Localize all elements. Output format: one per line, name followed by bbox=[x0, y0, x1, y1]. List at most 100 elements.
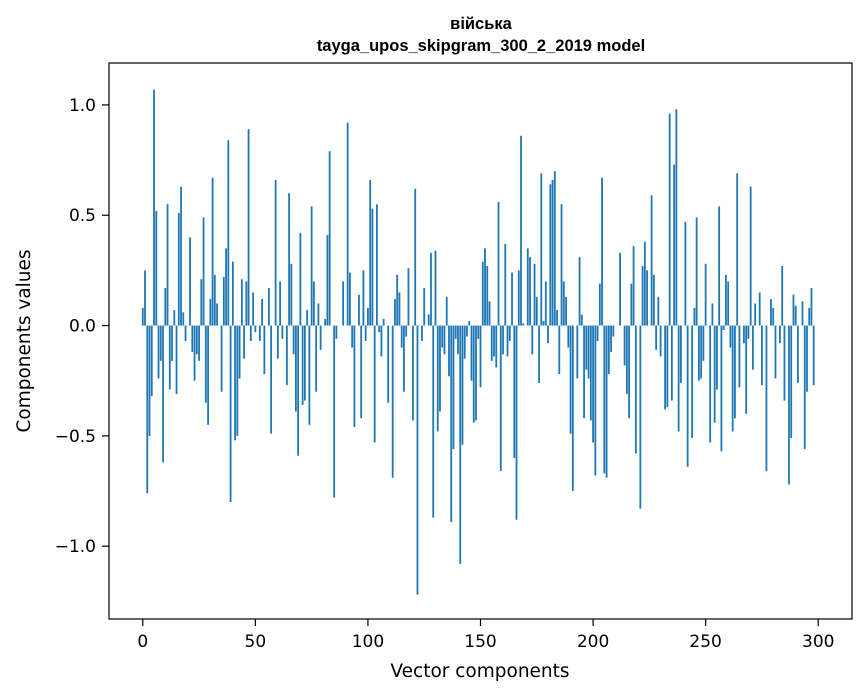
bar-101 bbox=[369, 179, 372, 326]
bar-257 bbox=[720, 325, 723, 452]
bar-285 bbox=[783, 325, 786, 401]
bar-294 bbox=[803, 325, 806, 450]
bar-134 bbox=[443, 325, 446, 355]
bar-272 bbox=[754, 303, 757, 326]
bar-21 bbox=[189, 237, 191, 326]
bar-218 bbox=[632, 246, 635, 326]
bar-196 bbox=[583, 325, 585, 419]
bar-121 bbox=[414, 188, 417, 326]
bar-197 bbox=[585, 325, 588, 370]
bar-184 bbox=[556, 310, 558, 326]
bar-113 bbox=[396, 274, 399, 326]
bar-82 bbox=[326, 235, 329, 326]
bar-142 bbox=[461, 325, 464, 445]
bar-1 bbox=[144, 270, 146, 326]
bar-31 bbox=[211, 177, 214, 326]
bar-176 bbox=[538, 325, 540, 383]
bar-204 bbox=[601, 177, 603, 326]
bar-198 bbox=[587, 325, 590, 379]
bar-70 bbox=[299, 232, 302, 326]
bar-57 bbox=[270, 325, 273, 434]
bar-41 bbox=[234, 325, 236, 441]
bar-138 bbox=[452, 325, 455, 450]
bar-298 bbox=[812, 325, 815, 386]
bar-85 bbox=[333, 325, 336, 498]
bar-223 bbox=[643, 241, 646, 326]
bar-77 bbox=[315, 325, 318, 392]
bar-245 bbox=[693, 307, 696, 326]
bar-269 bbox=[747, 325, 750, 339]
bar-71 bbox=[301, 325, 304, 405]
bar-187 bbox=[562, 281, 565, 326]
bar-42 bbox=[236, 325, 239, 436]
bar-297 bbox=[810, 288, 813, 326]
y-tick-label: 1.0 bbox=[69, 96, 96, 116]
bar-73 bbox=[306, 310, 309, 326]
bar-23 bbox=[193, 325, 196, 381]
bar-280 bbox=[772, 307, 775, 326]
bar-79 bbox=[319, 325, 322, 350]
bar-12 bbox=[168, 325, 171, 390]
bar-284 bbox=[781, 265, 784, 326]
bar-246 bbox=[695, 217, 698, 326]
bar-181 bbox=[549, 184, 552, 326]
x-axis-ticks: 0 50 100 150 200 250 300 bbox=[137, 619, 834, 652]
bar-289 bbox=[792, 294, 795, 326]
bar-206 bbox=[605, 325, 608, 478]
bar-75 bbox=[310, 206, 313, 326]
y-axis-label: Components values bbox=[14, 249, 35, 432]
bar-86 bbox=[335, 325, 338, 339]
bar-91 bbox=[346, 122, 349, 326]
bar-221 bbox=[639, 325, 642, 509]
bar-52 bbox=[258, 325, 261, 341]
bar-208 bbox=[610, 325, 612, 353]
bar-32 bbox=[213, 274, 216, 326]
bar-228 bbox=[655, 325, 658, 350]
bar-0 bbox=[141, 307, 144, 326]
bar-11 bbox=[166, 204, 169, 326]
bar-267 bbox=[743, 325, 745, 344]
bar-64 bbox=[285, 325, 288, 386]
bar-238 bbox=[677, 325, 680, 432]
bar-157 bbox=[495, 325, 498, 368]
bar-249 bbox=[702, 325, 705, 361]
bar-255 bbox=[716, 325, 718, 390]
bar-76 bbox=[312, 281, 315, 326]
bar-6 bbox=[155, 210, 158, 326]
bar-111 bbox=[391, 325, 394, 478]
bar-30 bbox=[209, 299, 212, 326]
bar-19 bbox=[184, 325, 187, 341]
x-tick-label: 300 bbox=[802, 632, 834, 652]
bar-179 bbox=[544, 281, 547, 326]
bar-48 bbox=[249, 325, 252, 341]
bar-291 bbox=[797, 325, 799, 383]
bar-260 bbox=[727, 281, 730, 326]
bar-89 bbox=[342, 281, 345, 326]
x-tick-label: 250 bbox=[689, 632, 721, 652]
bar-122 bbox=[416, 325, 419, 595]
bar-224 bbox=[646, 270, 649, 326]
bar-207 bbox=[607, 325, 610, 375]
bar-264 bbox=[736, 173, 739, 326]
bar-182 bbox=[551, 179, 554, 326]
bar-178 bbox=[542, 321, 545, 326]
bar-18 bbox=[182, 312, 185, 326]
x-tick-label: 0 bbox=[137, 632, 148, 652]
bar-67 bbox=[292, 325, 295, 355]
bar-103 bbox=[373, 325, 376, 443]
bar-131 bbox=[436, 325, 439, 432]
bar-140 bbox=[457, 325, 459, 355]
bar-160 bbox=[502, 325, 504, 355]
bar-139 bbox=[454, 325, 457, 339]
bar-236 bbox=[673, 164, 676, 326]
bar-112 bbox=[394, 299, 396, 326]
bar-45 bbox=[243, 325, 245, 359]
bar-24 bbox=[195, 325, 198, 355]
bar-263 bbox=[734, 325, 736, 419]
bar-186 bbox=[560, 204, 563, 326]
bar-150 bbox=[479, 325, 482, 388]
y-tick-label: 0.5 bbox=[69, 206, 96, 226]
bar-29 bbox=[207, 325, 209, 425]
chart-subtitle: tayga_upos_skipgram_300_2_2019 model bbox=[317, 37, 645, 55]
